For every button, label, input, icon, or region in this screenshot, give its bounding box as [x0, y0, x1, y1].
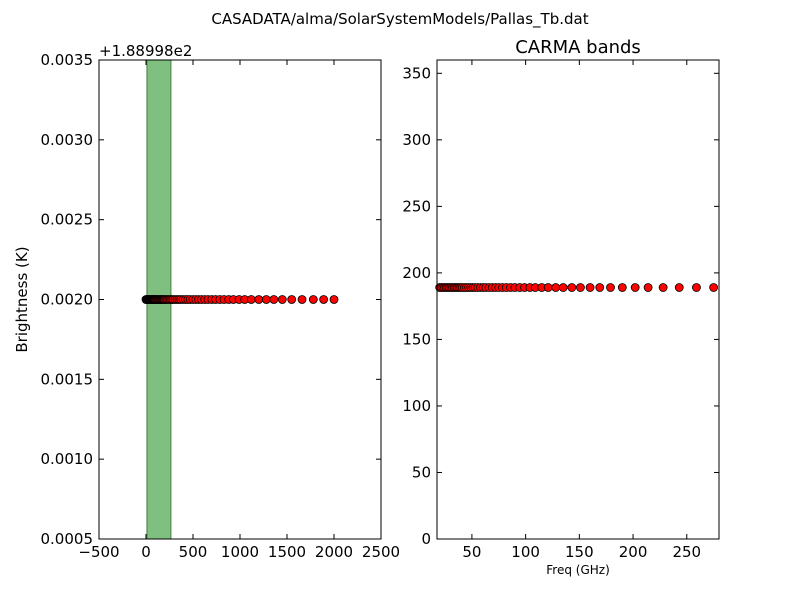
- data-point: [269, 295, 279, 304]
- left-plot-offset-label: +1.88998e2: [99, 42, 192, 60]
- y-tick-label: 200: [402, 264, 431, 282]
- y-tick-label: 100: [402, 397, 431, 415]
- y-tick-label: 0.0015: [41, 370, 94, 388]
- y-tick-label: 350: [402, 64, 431, 82]
- y-tick-label: 0: [421, 530, 431, 548]
- data-point: [595, 283, 605, 292]
- data-point: [261, 295, 271, 304]
- x-tick-label: −500: [78, 543, 119, 561]
- x-tick-label: 2000: [315, 543, 353, 561]
- y-tick-label: 150: [402, 330, 431, 348]
- data-point: [643, 283, 653, 292]
- left-plot-points: [141, 295, 339, 304]
- data-point: [617, 283, 627, 292]
- data-point: [630, 283, 640, 292]
- right-plot-frame: [436, 59, 720, 540]
- data-point: [709, 283, 719, 292]
- right-plot-title: CARMA bands: [515, 37, 641, 58]
- data-point: [551, 283, 561, 292]
- left-plot-y-axis-label: Brightness (K): [13, 246, 31, 352]
- right-plot: 50 100 150 200 250 0 50 100 150 200 250 300 350 CARM…: [402, 37, 720, 577]
- x-tick-label: 150: [565, 543, 594, 561]
- x-tick-label: 50: [462, 543, 481, 561]
- data-point: [287, 295, 297, 304]
- y-tick-label: 0.0025: [41, 211, 94, 229]
- y-tick-label: 250: [402, 197, 431, 215]
- data-point: [585, 283, 595, 292]
- data-point: [674, 283, 684, 292]
- y-tick-label: 0.0035: [41, 51, 94, 69]
- data-point: [543, 283, 553, 292]
- data-point: [277, 295, 287, 304]
- right-plot-points: [435, 283, 719, 292]
- x-tick-label: 0: [141, 543, 151, 561]
- y-tick-label: 0.0010: [41, 450, 94, 468]
- x-tick-label: 200: [619, 543, 648, 561]
- y-tick-label: 300: [402, 131, 431, 149]
- right-plot-x-axis-label: Freq (GHz): [546, 563, 610, 577]
- data-point: [329, 295, 339, 304]
- y-tick-label: 0.0020: [41, 291, 94, 309]
- data-point: [606, 283, 615, 292]
- data-point: [558, 283, 568, 292]
- data-point: [254, 295, 264, 304]
- data-point: [246, 295, 256, 304]
- data-point: [567, 283, 577, 292]
- x-tick-label: 2500: [362, 543, 400, 561]
- data-point: [692, 283, 701, 292]
- y-tick-label: 50: [412, 463, 431, 481]
- figure-title: CASADATA/alma/SolarSystemModels/Pallas_T…: [211, 10, 588, 29]
- y-tick-label: 0.0030: [41, 131, 94, 149]
- x-tick-label: 500: [179, 543, 208, 561]
- x-tick-label: 250: [672, 543, 701, 561]
- x-tick-label: 1000: [221, 543, 259, 561]
- data-point: [308, 295, 318, 304]
- data-point: [319, 295, 329, 304]
- data-point: [297, 295, 307, 304]
- data-point: [658, 283, 668, 292]
- y-tick-label: 0.0005: [41, 530, 94, 548]
- x-tick-label: 100: [511, 543, 540, 561]
- data-point: [576, 283, 585, 292]
- x-tick-label: 1500: [268, 543, 306, 561]
- left-plot: −500 0 500 1000 1500 2000 2500 0.0005 0.0010 0.00…: [13, 42, 400, 561]
